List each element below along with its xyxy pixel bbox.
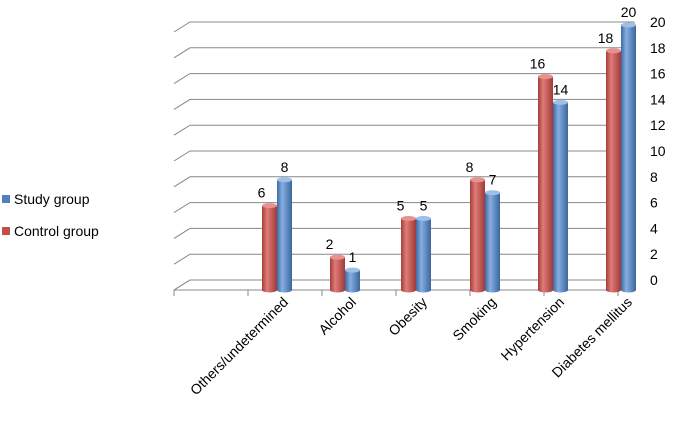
bar-base: [553, 287, 568, 293]
y-tick-label: 14: [650, 91, 666, 107]
bar-top: [330, 254, 345, 260]
gridline: [173, 176, 634, 188]
y-tick-label: 12: [650, 117, 666, 133]
gridline: [173, 73, 634, 85]
legend-label: Study group: [14, 191, 90, 207]
data-label: 8: [281, 159, 289, 175]
bar-top: [621, 22, 636, 28]
y-tick-label: 0: [650, 272, 658, 288]
bar-top: [606, 48, 621, 54]
category-label: Smoking: [449, 294, 499, 344]
data-label: 20: [621, 4, 637, 20]
bar-base: [262, 287, 277, 293]
bar: [485, 190, 500, 293]
bar-base: [538, 287, 553, 293]
bar-body: [621, 25, 636, 290]
data-label: 18: [598, 30, 614, 46]
bar-body: [345, 270, 360, 290]
bar-top: [538, 74, 553, 80]
y-tick-label: 20: [650, 14, 666, 30]
bar-top: [470, 177, 485, 183]
data-label: 16: [530, 56, 546, 72]
data-label: 14: [553, 81, 569, 97]
bar: [330, 254, 345, 293]
bar: [277, 177, 292, 293]
bar-body: [553, 102, 568, 291]
data-label: 5: [420, 198, 428, 214]
gridline: [173, 21, 634, 33]
gridline: [173, 47, 634, 59]
bar-base: [330, 287, 345, 293]
floor-edge: [173, 279, 191, 291]
bar-base: [401, 287, 416, 293]
bar: [262, 203, 277, 293]
bar-top: [553, 99, 568, 105]
bar: [553, 99, 568, 293]
bar-base: [485, 287, 500, 293]
data-label: 6: [258, 185, 266, 201]
bar-top: [262, 203, 277, 209]
bar-base: [416, 287, 431, 293]
y-tick-label: 16: [650, 66, 666, 82]
category-labels: Others/undetermined Alcohol Obesity Smoking…: [187, 294, 635, 398]
bar-top: [277, 177, 292, 183]
data-label: 7: [489, 172, 497, 188]
bar-body: [262, 205, 277, 290]
legend-swatch: [2, 195, 10, 203]
y-tick-label: 4: [650, 220, 658, 236]
bar-base: [606, 287, 621, 293]
category-label: Alcohol: [315, 294, 359, 338]
data-label: 1: [349, 249, 357, 265]
bar-body: [606, 50, 621, 290]
data-label: 8: [466, 159, 474, 175]
bar-body: [330, 257, 345, 290]
bar-top: [345, 267, 360, 273]
bar-body: [416, 218, 431, 290]
bars: [262, 22, 636, 293]
bar-body: [485, 192, 500, 290]
bar-base: [345, 287, 360, 293]
bar: [538, 74, 553, 293]
category-label: Hypertension: [497, 294, 567, 364]
bar-body: [277, 179, 292, 290]
data-label: 2: [326, 236, 334, 252]
bar-base: [277, 287, 292, 293]
bar: [621, 22, 636, 293]
category-label: Others/undetermined: [187, 294, 291, 398]
bar-base: [470, 287, 485, 293]
y-tick-label: 10: [650, 143, 666, 159]
bar-body: [538, 76, 553, 290]
legend-label: Control group: [14, 223, 99, 239]
bar-body: [401, 218, 416, 290]
y-axis-ticks: 0 2 4 6 8 10 12 14 16 18 20: [650, 14, 666, 288]
gridline: [173, 98, 634, 110]
bar: [606, 48, 621, 293]
data-label: 5: [397, 198, 405, 214]
bar-top: [416, 216, 431, 221]
legend: Study group Control group: [2, 191, 99, 239]
bar: [401, 216, 416, 293]
legend-swatch: [2, 227, 10, 235]
bar: [416, 216, 431, 293]
y-tick-label: 8: [650, 169, 658, 185]
y-tick-label: 6: [650, 195, 658, 211]
bar-base: [621, 287, 636, 293]
y-tick-label: 2: [650, 246, 658, 262]
bar-top: [401, 216, 416, 221]
bar-top: [485, 190, 500, 196]
y-tick-label: 18: [650, 40, 666, 56]
gridline: [173, 124, 634, 136]
gridline: [173, 150, 634, 162]
bar-body: [470, 179, 485, 290]
category-label: Obesity: [385, 294, 430, 339]
bar: [345, 267, 360, 293]
bar: [470, 177, 485, 293]
